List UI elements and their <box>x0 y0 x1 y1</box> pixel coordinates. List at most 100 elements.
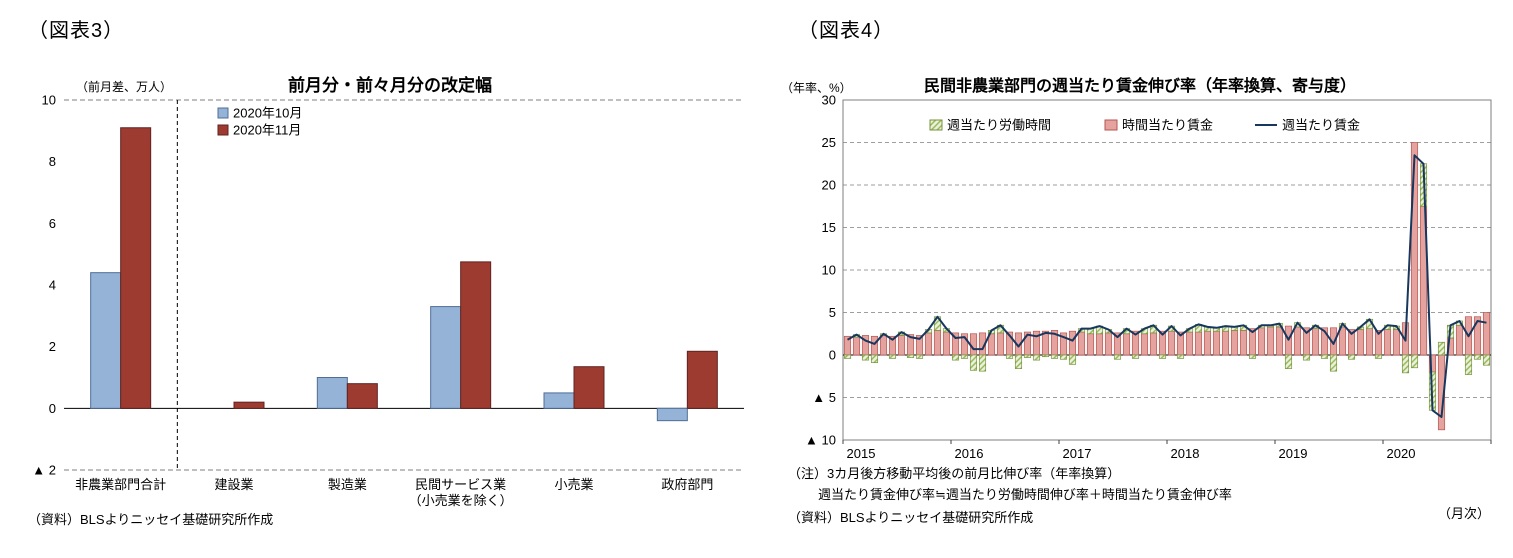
figure3-title: 前月分・前々月分の改定幅 <box>288 76 492 95</box>
bar <box>1203 330 1212 356</box>
bar <box>1347 354 1356 360</box>
bar <box>1374 354 1383 359</box>
bar <box>915 354 924 359</box>
bar <box>861 354 870 361</box>
y-tick-label: 25 <box>822 135 836 150</box>
bar <box>573 366 605 409</box>
legend-label: 週当たり労働時間 <box>947 118 1051 133</box>
bar <box>233 401 265 409</box>
bar <box>430 306 462 409</box>
bar <box>1194 331 1203 356</box>
bar <box>1383 329 1392 356</box>
y-tick-label: 4 <box>49 278 56 293</box>
bar <box>1320 354 1329 359</box>
bar <box>1068 354 1077 365</box>
bar <box>1185 331 1194 356</box>
bar <box>1401 354 1410 374</box>
category-label: 民間サービス業 <box>415 477 506 492</box>
bar <box>1023 354 1032 358</box>
bar <box>90 272 122 409</box>
legend-label: 時間当たり賃金 <box>1122 118 1213 133</box>
bar <box>1302 354 1311 361</box>
bar <box>1005 354 1014 359</box>
bar <box>969 354 978 371</box>
bar <box>1059 354 1068 360</box>
bar <box>1275 326 1284 356</box>
bar <box>1041 354 1050 358</box>
bar <box>933 330 942 356</box>
bar <box>1365 328 1374 356</box>
y-tick-label: ▲ 5 <box>812 390 836 405</box>
bar <box>1095 333 1104 356</box>
weekly-wage-line <box>847 154 1487 418</box>
y-tick-label: 6 <box>49 216 56 231</box>
bar <box>888 354 897 359</box>
y-tick-label: 10 <box>822 263 836 278</box>
bar <box>996 332 1005 356</box>
bar <box>1338 326 1347 356</box>
bar <box>1176 354 1185 359</box>
bar <box>1437 341 1446 356</box>
bar <box>1131 354 1140 359</box>
bar <box>1230 330 1239 356</box>
y-tick-label: 20 <box>822 178 836 193</box>
legend-swatch <box>1104 119 1118 131</box>
bar <box>897 335 906 356</box>
bar <box>870 354 879 364</box>
bar <box>870 335 879 356</box>
bar <box>906 354 915 358</box>
y-tick-label: 10 <box>42 93 56 108</box>
bar <box>1140 333 1149 356</box>
bar <box>1014 354 1023 369</box>
figure4-axis-unit: （年率、%） <box>781 81 852 95</box>
bar <box>1050 354 1059 359</box>
bar <box>1266 326 1275 356</box>
bar <box>942 331 951 356</box>
x-tick-label: 2018 <box>1171 446 1200 461</box>
bar <box>924 332 933 356</box>
bar <box>951 354 960 361</box>
bar <box>1104 332 1113 356</box>
category-label: 非農業部門合計 <box>75 477 166 492</box>
bar <box>1158 354 1167 359</box>
y-tick-label: 30 <box>822 93 836 108</box>
x-tick-label: 2017 <box>1063 446 1092 461</box>
bar <box>686 350 718 409</box>
y-tick-label: 2 <box>49 339 56 354</box>
bar <box>1149 332 1158 356</box>
legend-swatch <box>217 124 229 136</box>
bar <box>1392 329 1401 356</box>
category-label: 建設業 <box>214 477 253 492</box>
legend-swatch <box>217 107 229 119</box>
bar <box>1113 354 1122 360</box>
bar <box>1293 326 1302 356</box>
bar <box>1257 327 1266 356</box>
figure3-source: （資料）BLSよりニッセイ基礎研究所作成 <box>28 512 274 527</box>
bar <box>316 377 348 409</box>
bar <box>1221 330 1230 356</box>
bar <box>1482 312 1491 356</box>
bar <box>1356 329 1365 356</box>
figure3-axis-unit: （前月差、万人） <box>76 80 173 94</box>
bar <box>1167 330 1176 356</box>
y-tick-label: 0 <box>829 348 836 363</box>
bar <box>852 336 861 356</box>
bar <box>1410 354 1419 369</box>
bar <box>543 392 575 409</box>
legend-label: 週当たり賃金 <box>1282 118 1360 133</box>
bar <box>1212 330 1221 356</box>
bar <box>1086 333 1095 356</box>
bar <box>1077 331 1086 356</box>
y-tick-label: 8 <box>49 154 56 169</box>
legend-label: 2020年11月 <box>233 123 301 138</box>
y-tick-label: 0 <box>49 401 56 416</box>
figure4-note-1: （注）3カ月後方移動平均後の前月比伸び率（年率換算） <box>788 466 1121 481</box>
bar <box>1248 354 1257 359</box>
bar <box>1455 324 1464 356</box>
bar <box>978 354 987 372</box>
figure4-title: 民間非農業部門の週当たり賃金伸び率（年率換算、寄与度） <box>923 78 1356 95</box>
figure3-label: （図表3） <box>28 20 125 42</box>
y-tick-label: 5 <box>829 305 836 320</box>
x-tick-label: 2020 <box>1387 446 1416 461</box>
